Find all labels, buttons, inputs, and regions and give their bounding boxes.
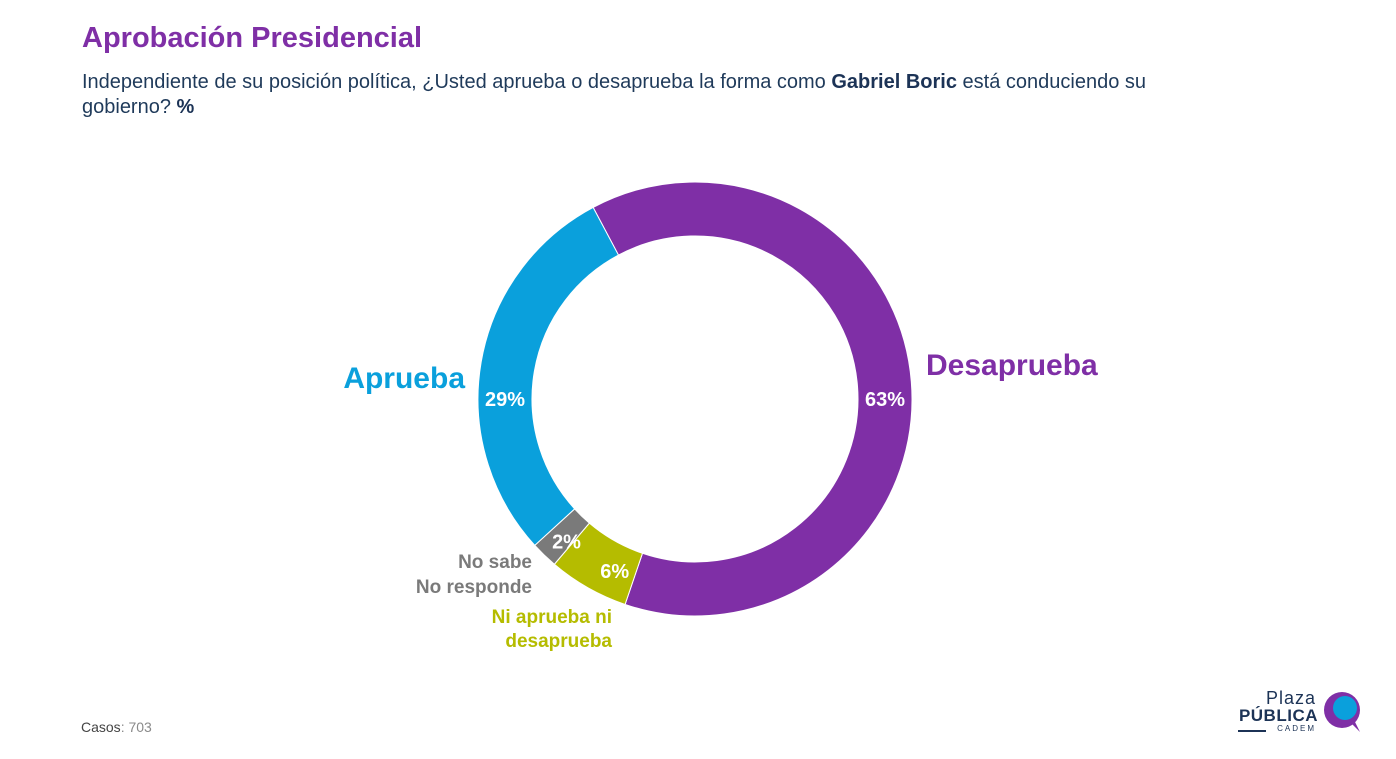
slice-desaprueba <box>592 181 913 617</box>
logo-line2: PÚBLICA <box>1238 706 1318 725</box>
label-ni-aprueba-ni-desaprueba: Ni aprueba ni desaprueba <box>492 606 612 654</box>
label-ni-line2: desaprueba <box>505 631 612 652</box>
speech-bubble-icon <box>1324 692 1360 732</box>
subtitle-question-end: está conduciendo su gobierno? <box>82 71 1147 118</box>
slice-label-aprueba: 29% <box>485 389 525 411</box>
chart-subtitle: Independiente de su posición política, ¿… <box>82 70 1202 120</box>
logo-line3: CADEM <box>1277 724 1316 733</box>
slice-label-no-sabe-no-responde: 2% <box>552 532 581 554</box>
label-ni-line1: Ni aprueba ni <box>491 607 612 628</box>
plaza-publica-cadem-logo: Plaza PÚBLICA CADEM <box>1232 688 1372 738</box>
logo-line1: Plaza <box>1265 688 1316 708</box>
logo-rule <box>1238 730 1266 732</box>
label-aprueba: Aprueba <box>343 362 465 395</box>
casos-value: : 703 <box>120 719 152 735</box>
slice-aprueba <box>477 206 620 547</box>
chart-title: Aprobación Presidencial <box>82 22 423 54</box>
label-desaprueba: Desaprueba <box>926 349 1098 382</box>
label-no-sabe-no-responde: No sabe No responde <box>416 550 532 600</box>
label-nsnr-line2: No responde <box>415 577 532 598</box>
label-nsnr-line1: No sabe <box>458 552 532 573</box>
casos-label: Casos <box>81 719 121 735</box>
slice-label-desaprueba: 63% <box>865 389 905 411</box>
subtitle-question: Independiente de su posición política, ¿… <box>82 71 832 93</box>
subtitle-unit: % <box>176 96 195 118</box>
sample-size-note: Casos: 703 <box>81 719 152 735</box>
subtitle-name: Gabriel Boric <box>831 71 957 93</box>
slice-label-ni-aprueba-ni-desaprueba: 6% <box>600 561 629 583</box>
